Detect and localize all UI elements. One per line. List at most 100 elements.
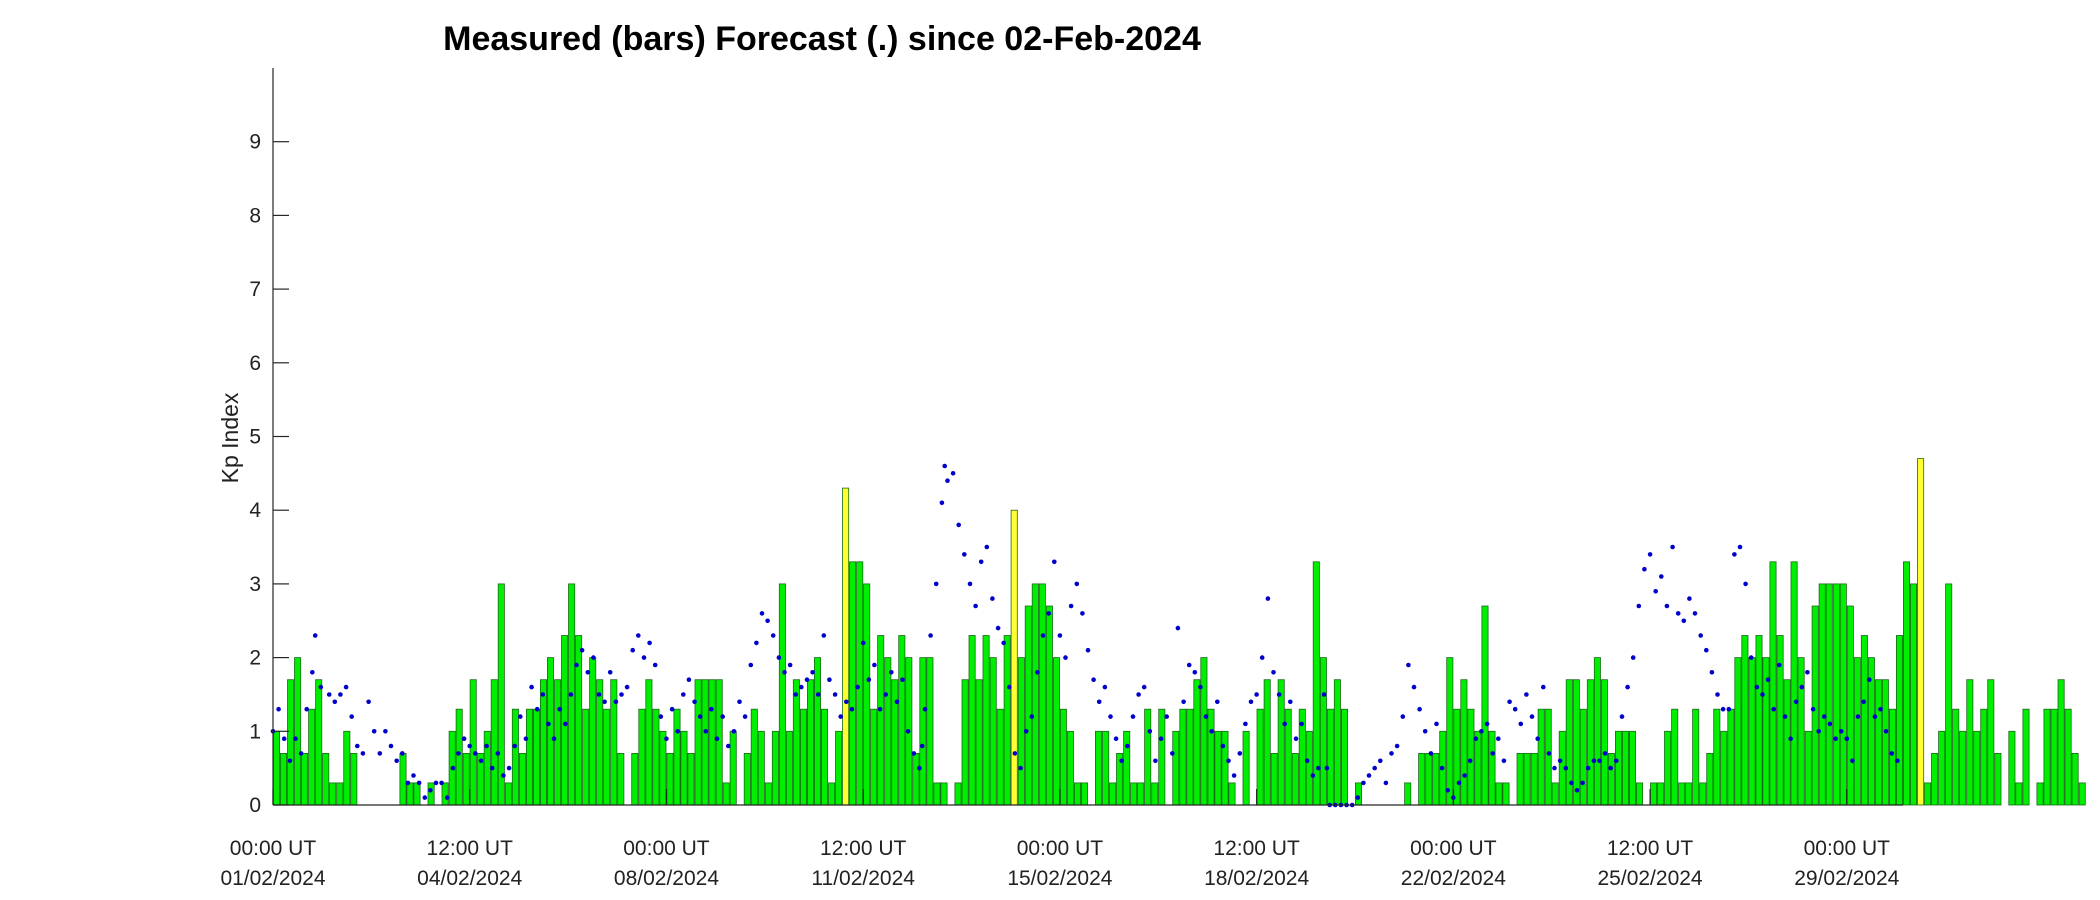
axes	[272, 68, 1903, 806]
forecast-point	[529, 684, 534, 690]
kp-bar	[1137, 782, 1145, 806]
kp-bar	[912, 753, 920, 806]
kp-bar	[1987, 679, 1995, 806]
x-tick-date: 01/02/2024	[220, 867, 325, 890]
kp-bar	[1186, 708, 1194, 806]
forecast-point	[1136, 692, 1141, 697]
kp-bar	[968, 635, 976, 806]
kp-bar	[1341, 708, 1349, 806]
kp-bar	[1045, 605, 1053, 806]
forecast-point	[787, 662, 793, 668]
kp-bar	[1734, 657, 1742, 806]
x-tick-date: 29/02/2024	[1794, 867, 1899, 890]
forecast-point	[754, 640, 759, 646]
forecast-point	[613, 699, 619, 705]
forecast-point	[1726, 706, 1732, 712]
y-tick-label: 1	[249, 720, 261, 743]
kp-bar	[1706, 753, 1714, 806]
kp-bar	[1404, 782, 1412, 806]
kp-bar	[561, 635, 569, 806]
kp-bar	[954, 782, 962, 806]
kp-bar	[1453, 708, 1461, 806]
forecast-point	[287, 758, 293, 764]
kp-bar	[1881, 679, 1889, 806]
forecast-point	[1771, 706, 1776, 712]
kp-bar	[1151, 782, 1159, 806]
forecast-point	[1023, 729, 1029, 734]
forecast-point	[501, 773, 506, 778]
forecast-point	[1299, 721, 1304, 727]
forecast-point	[1777, 662, 1782, 668]
kp-bar	[1818, 583, 1826, 806]
forecast-point	[675, 729, 680, 734]
forecast-point	[1895, 758, 1900, 764]
forecast-point	[984, 544, 990, 550]
forecast-point	[1698, 633, 1703, 638]
kp-bar	[722, 782, 730, 806]
x-ticks: 00:00 UT 01/02/2024 12:00 UT 04/02/2024 00:0…	[220, 789, 1900, 890]
forecast-point	[1484, 721, 1490, 727]
kp-bar	[1853, 657, 1861, 806]
kp-bar	[1242, 730, 1250, 806]
forecast-point	[1720, 706, 1726, 712]
forecast-point	[1687, 596, 1692, 601]
kp-bar	[294, 657, 302, 806]
x-tick-time: 00:00 UT	[1017, 837, 1104, 860]
forecast-point	[1732, 552, 1737, 557]
kp-bar	[1523, 753, 1531, 806]
kp-bar	[2078, 782, 2086, 806]
kp-bar	[1671, 708, 1679, 806]
forecast-point	[355, 743, 360, 749]
kp-bar	[1586, 679, 1594, 806]
kp-bar	[589, 657, 597, 806]
forecast-point	[889, 670, 894, 675]
kp-bar	[1727, 708, 1735, 806]
kp-bar	[462, 753, 470, 806]
kp-bar	[1636, 782, 1644, 806]
forecast-point	[1372, 765, 1377, 771]
forecast-point	[276, 706, 281, 712]
forecast-point	[962, 552, 967, 557]
kp-bar	[687, 753, 695, 806]
forecast-point	[1170, 751, 1175, 756]
forecast-point	[647, 640, 652, 646]
x-tick-time: 00:00 UT	[230, 837, 317, 860]
forecast-point	[456, 751, 461, 756]
forecast-point	[312, 633, 318, 638]
forecast-point	[495, 751, 501, 756]
forecast-point	[838, 714, 843, 719]
kp-bar	[1095, 730, 1103, 806]
kp-bar	[856, 561, 864, 806]
forecast-point	[922, 706, 928, 712]
x-tick-date: 15/02/2024	[1007, 867, 1112, 890]
forecast-point	[1580, 780, 1585, 786]
kp-bar	[1179, 708, 1187, 806]
kp-bar	[1945, 583, 1953, 806]
forecast-point	[343, 684, 349, 690]
kp-bar	[1038, 583, 1046, 806]
kp-bar	[603, 708, 611, 806]
kp-bar	[469, 679, 477, 806]
forecast-point	[1608, 765, 1613, 771]
kp-bar	[1081, 782, 1089, 806]
forecast-point	[1664, 603, 1670, 609]
kp-bar	[800, 708, 808, 806]
kp-bar	[1003, 635, 1011, 806]
forecast-point	[1316, 765, 1321, 771]
kp-bar	[1713, 708, 1721, 806]
forecast-point	[1529, 714, 1535, 719]
forecast-point	[1552, 765, 1557, 771]
kp-bar	[336, 782, 344, 806]
forecast-point	[1085, 647, 1091, 653]
forecast-point	[624, 684, 630, 690]
forecast-point	[1243, 721, 1248, 727]
forecast-point	[810, 670, 815, 675]
kp-bar	[1692, 708, 1700, 806]
x-tick-date: 22/02/2024	[1401, 867, 1506, 890]
kp-bar	[1516, 753, 1524, 806]
kp-bar	[792, 679, 800, 806]
forecast-point	[1276, 692, 1282, 697]
forecast-point	[1625, 684, 1630, 690]
forecast-point	[546, 721, 551, 727]
